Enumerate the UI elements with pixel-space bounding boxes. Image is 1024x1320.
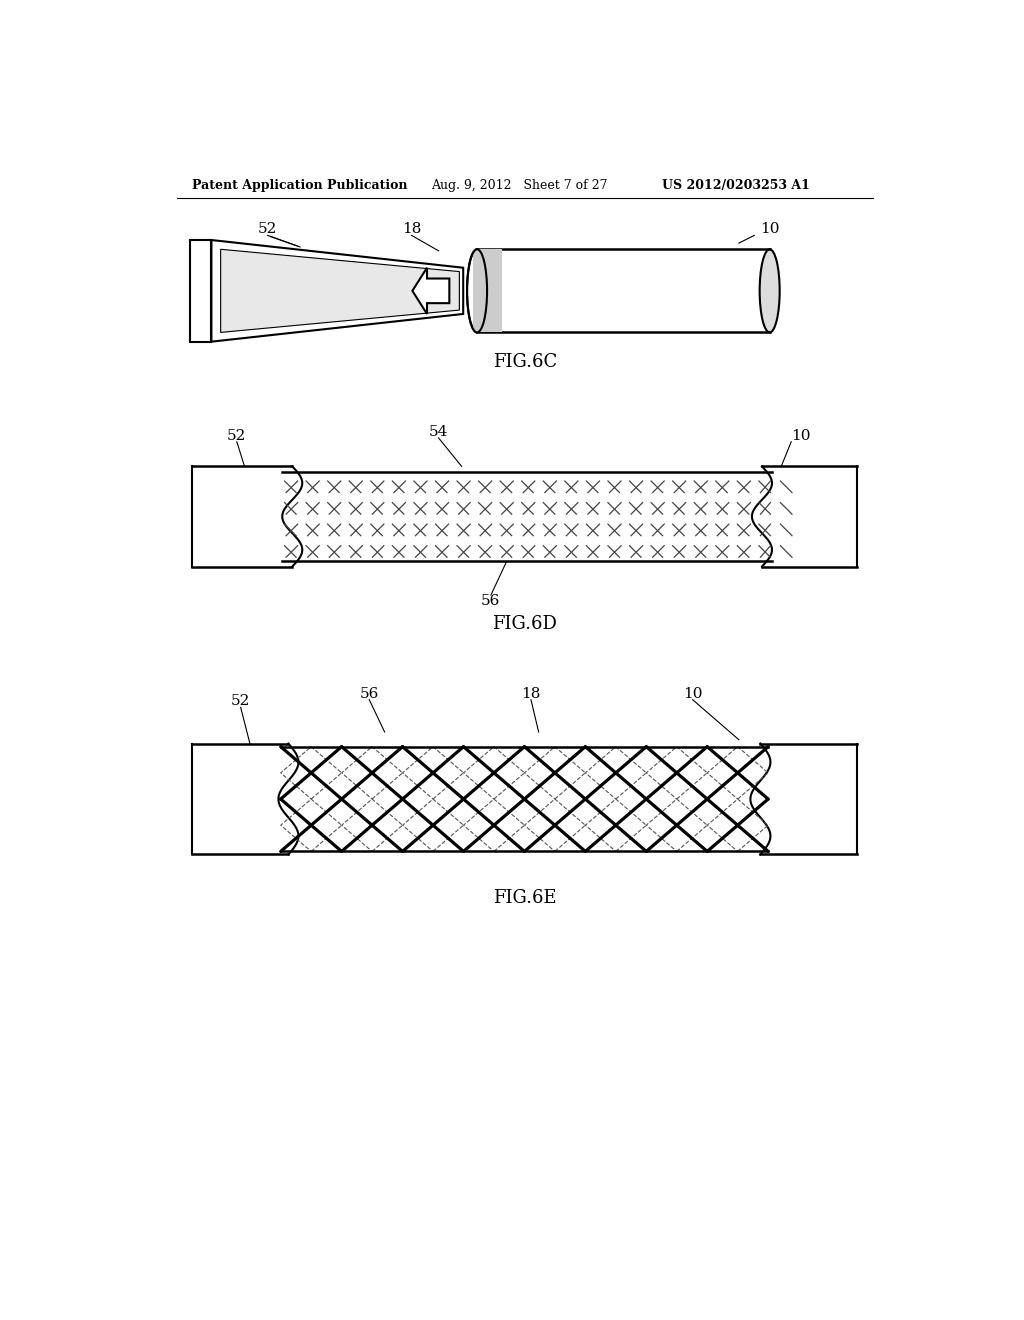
- Polygon shape: [283, 471, 772, 561]
- Text: FIG.6E: FIG.6E: [493, 888, 557, 907]
- Text: 54: 54: [429, 425, 449, 438]
- Text: US 2012/0203253 A1: US 2012/0203253 A1: [662, 178, 810, 191]
- Text: 10: 10: [791, 429, 810, 442]
- Text: 52: 52: [227, 429, 247, 442]
- Polygon shape: [473, 249, 502, 333]
- Text: FIG.6C: FIG.6C: [493, 354, 557, 371]
- Text: 18: 18: [402, 222, 421, 236]
- Text: 56: 56: [359, 686, 379, 701]
- Polygon shape: [413, 268, 450, 314]
- Text: Patent Application Publication: Patent Application Publication: [193, 178, 408, 191]
- Polygon shape: [752, 466, 857, 566]
- Polygon shape: [220, 249, 460, 333]
- Text: 52: 52: [231, 694, 250, 709]
- Text: 18: 18: [521, 686, 541, 701]
- Polygon shape: [477, 249, 770, 333]
- Polygon shape: [193, 466, 302, 566]
- Ellipse shape: [760, 249, 779, 333]
- Text: 10: 10: [760, 222, 779, 236]
- Polygon shape: [281, 747, 768, 851]
- Polygon shape: [193, 743, 298, 854]
- Polygon shape: [189, 240, 211, 342]
- Text: 52: 52: [258, 222, 278, 236]
- Text: 56: 56: [481, 594, 501, 609]
- Text: FIG.6D: FIG.6D: [493, 615, 557, 634]
- Polygon shape: [211, 240, 463, 342]
- Text: 10: 10: [683, 686, 702, 701]
- Ellipse shape: [467, 249, 487, 333]
- Text: Aug. 9, 2012   Sheet 7 of 27: Aug. 9, 2012 Sheet 7 of 27: [431, 178, 607, 191]
- Polygon shape: [751, 743, 857, 854]
